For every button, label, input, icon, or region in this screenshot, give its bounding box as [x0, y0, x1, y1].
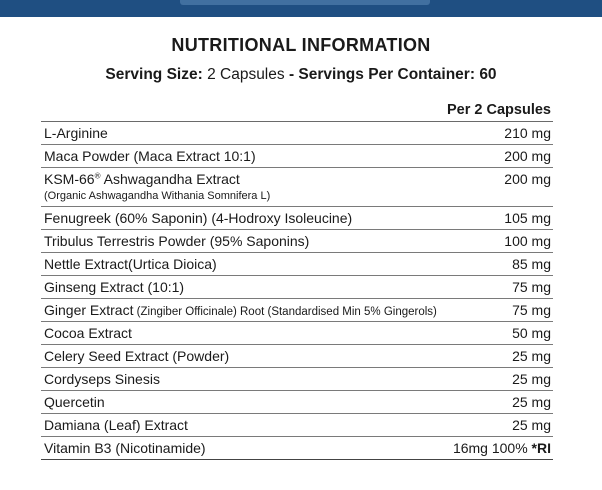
table-row: Damiana (Leaf) Extract 25 mg: [41, 414, 553, 437]
ingredient-amount: 75 mg: [512, 302, 551, 318]
ingredient-note: (Zingiber Officinale) Root (Standardised…: [133, 306, 437, 318]
serving-size-label: Serving Size:: [105, 66, 203, 83]
table-row: Tribulus Terrestris Powder (95% Saponins…: [41, 230, 553, 253]
registered-mark: ®: [94, 171, 101, 181]
table-row: Celery Seed Extract (Powder) 25 mg: [41, 345, 553, 368]
ingredient-amount: 100 mg: [504, 233, 551, 249]
serving-separator: -: [288, 66, 295, 83]
ingredient-name: L-Arginine: [44, 125, 108, 141]
ingredient-amount: 25 mg: [512, 348, 551, 364]
ingredient-name: Maca Powder (Maca Extract 10:1): [44, 148, 256, 164]
ingredient-amount: 16mg 100% *RI: [453, 440, 551, 456]
serving-size-value: 2 Capsules: [207, 66, 285, 83]
ingredient-amount: 210 mg: [504, 125, 551, 141]
ingredient-amount: 25 mg: [512, 394, 551, 410]
table-row: L-Arginine 210 mg: [41, 122, 553, 145]
reference-intake-marker: *RI: [527, 440, 551, 456]
serving-info: Serving Size: 2 Capsules - Servings Per …: [0, 66, 602, 84]
table-row: Maca Powder (Maca Extract 10:1) 200 mg: [41, 145, 553, 168]
ingredient-name: Nettle Extract(Urtica Dioica): [44, 256, 217, 272]
table-row: KSM-66® Ashwagandha Extract (Organic Ash…: [41, 168, 553, 207]
ingredient-amount: 25 mg: [512, 417, 551, 433]
ingredient-name: Cordyseps Sinesis: [44, 371, 160, 387]
ingredient-amount: 25 mg: [512, 371, 551, 387]
table-row: Cordyseps Sinesis 25 mg: [41, 368, 553, 391]
ingredient-name: Quercetin: [44, 394, 105, 410]
ingredient-name: Vitamin B3 (Nicotinamide): [44, 440, 206, 456]
banner-text-fragment: [180, 0, 430, 5]
ingredient-name: KSM-66® Ashwagandha Extract: [44, 171, 240, 187]
top-banner: [0, 0, 602, 17]
ingredient-name: Fenugreek (60% Saponin) (4-Hodroxy Isole…: [44, 210, 353, 226]
ingredient-name-part: Ginger Extract: [44, 302, 134, 318]
amount-value: 16mg 100%: [452, 440, 528, 456]
table-row: Ginseng Extract (10:1) 75 mg: [41, 276, 553, 299]
table-row: Cocoa Extract 50 mg: [41, 322, 553, 345]
ingredient-amount: 200 mg: [504, 171, 551, 187]
ingredient-amount: 200 mg: [504, 148, 551, 164]
table-row: Fenugreek (60% Saponin) (4-Hodroxy Isole…: [41, 207, 553, 230]
ingredient-amount: 75 mg: [512, 279, 551, 295]
ingredient-amount: 85 mg: [512, 256, 551, 272]
servings-per-container-value: 60: [479, 66, 497, 83]
ingredient-name: Damiana (Leaf) Extract: [44, 417, 188, 433]
ingredient-name-part: KSM-66: [44, 171, 95, 187]
ingredient-name: Ginger Extract (Zingiber Officinale) Roo…: [44, 302, 437, 318]
table-row: Vitamin B3 (Nicotinamide) 16mg 100% *RI: [41, 437, 553, 460]
servings-per-container-label: Servings Per Container:: [298, 66, 475, 83]
page-title: NUTRITIONAL INFORMATION: [171, 35, 431, 55]
ingredient-name-rest: Ashwagandha Extract: [100, 171, 240, 187]
nutrition-table: Per 2 Capsules L-Arginine 210 mg Maca Po…: [41, 99, 553, 460]
column-header: Per 2 Capsules: [41, 99, 553, 122]
ingredient-subtitle: (Organic Ashwagandha Withania Somnifera …: [44, 190, 271, 202]
table-row: Ginger Extract (Zingiber Officinale) Roo…: [41, 299, 553, 322]
table-row: Nettle Extract(Urtica Dioica) 85 mg: [41, 253, 553, 276]
table-row: Quercetin 25 mg: [41, 391, 553, 414]
ingredient-name: Cocoa Extract: [44, 325, 132, 341]
ingredient-amount: 50 mg: [512, 325, 551, 341]
ingredient-name: Celery Seed Extract (Powder): [44, 348, 230, 364]
ingredient-name: Tribulus Terrestris Powder (95% Saponins…: [44, 233, 310, 249]
ingredient-amount: 105 mg: [504, 210, 551, 226]
ingredient-name: Ginseng Extract (10:1): [44, 279, 185, 295]
